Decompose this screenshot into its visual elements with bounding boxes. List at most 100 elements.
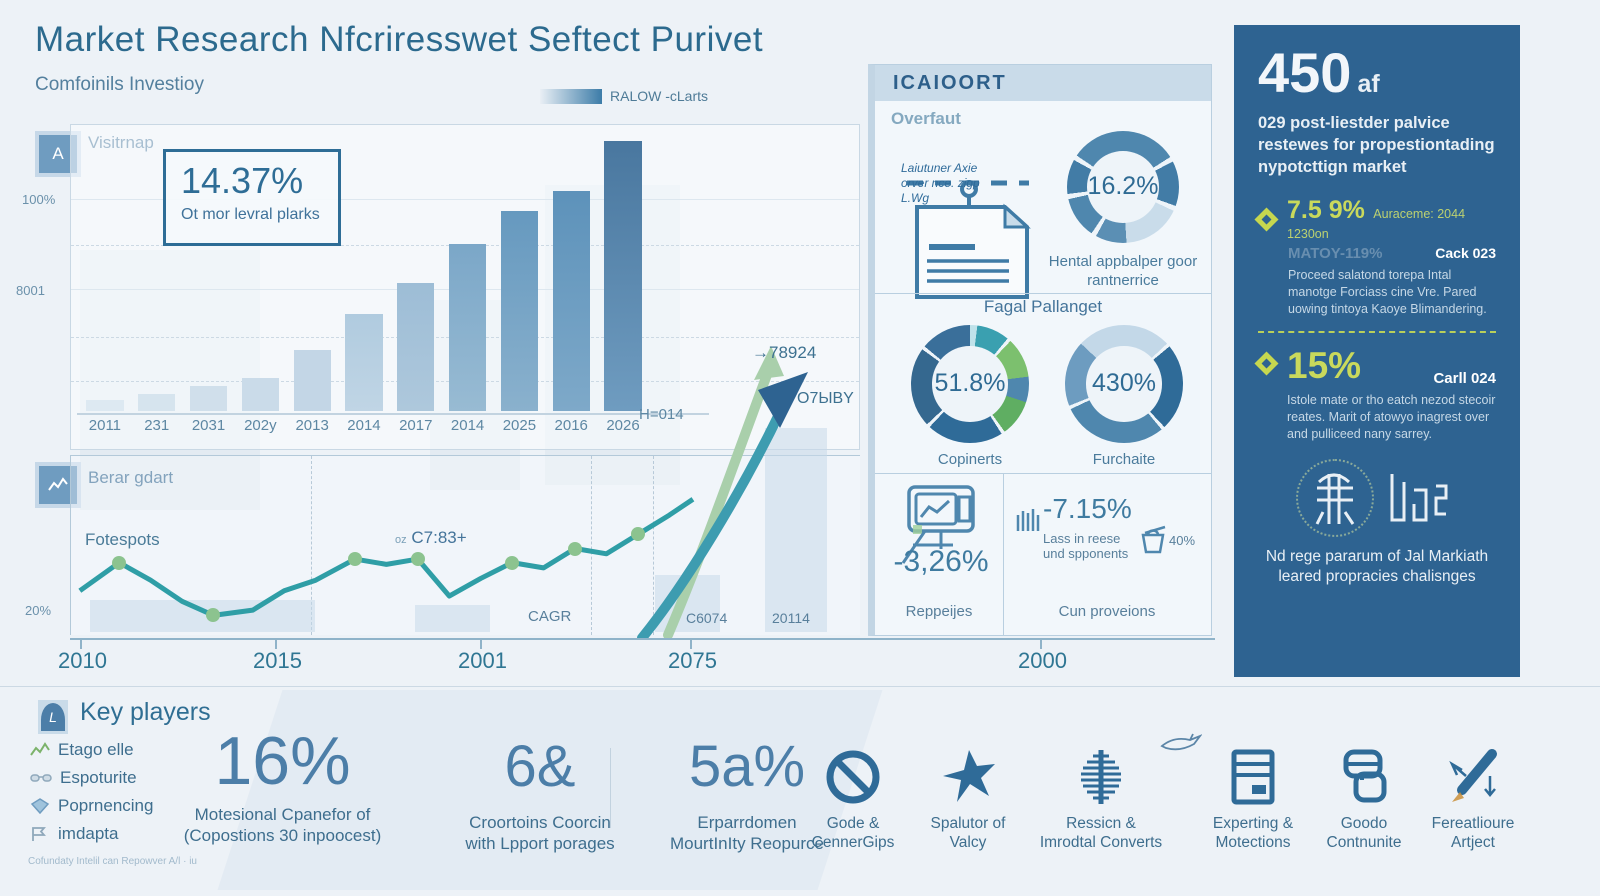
big-number-suffix: af [1357, 70, 1380, 98]
diamond-icon [1254, 207, 1279, 232]
arrow-caption-label: O7ЫBY [797, 390, 854, 407]
donut-furchaite-hole: 430% [1086, 346, 1162, 422]
bar-category-label: 2016 [554, 417, 588, 434]
big-stat-5a: 5a% Erparrdomen MourtInIty Reopurce [632, 733, 862, 855]
bar [604, 141, 642, 411]
stat-right-caption: Cun proveions [1058, 603, 1156, 620]
overview-subheader: Overfaut [891, 109, 961, 128]
bar-category-label: 2011 [88, 417, 122, 434]
line-data-point [630, 527, 645, 542]
bar-chart-annotation: H=014 [639, 406, 684, 423]
monitor-sketch-icon [901, 485, 975, 564]
donut-furchaite: 430% [1065, 325, 1183, 443]
stat1-ghost-row: MATOY-119% Cack 023 [1258, 245, 1496, 262]
key-player-label: Etago elle [58, 740, 134, 759]
bar [500, 210, 539, 411]
abstract-structure-icon [1315, 473, 1355, 525]
stat1-tag: Cack 023 [1435, 245, 1496, 262]
big-stat-caption: Erparrdomen MourtInIty Reopurce [669, 813, 824, 854]
axis-tick [480, 640, 482, 649]
line-chart-label: Berar gdart [88, 468, 174, 487]
bar [293, 349, 331, 411]
sidebar-big-number: 450 af [1258, 45, 1496, 101]
deco-bar [90, 600, 315, 632]
feature-label: Ressicn & Imrodtal Converts [1039, 815, 1163, 852]
bar-category-label: 202y [244, 417, 277, 434]
diamond-gem-icon [30, 798, 50, 814]
feature-item: Ressicn & Imrodtal Converts [1035, 740, 1167, 853]
callout-caption: Ot mor levral plarks [181, 206, 320, 223]
bar-chart-icon-letter: A [52, 144, 64, 163]
v-gridline [653, 456, 654, 635]
legend-label: RALOW -cLarts [610, 88, 709, 104]
feature-label: Fereatlioure Artject [1431, 815, 1515, 852]
big-stat-6: 6& Croortoins Coorcin with Lpport porage… [425, 733, 655, 855]
timeline-2000: 2000 [1018, 648, 1067, 673]
divider-vertical [610, 748, 611, 828]
overview-panel: ICAIOORT Overfaut Laiutuner Axie orver n… [868, 64, 1212, 636]
sidebar-intro: 029 post-liestder palvice restewes for p… [1258, 114, 1495, 176]
donut-furchaite-value: 430% [1092, 369, 1156, 398]
sidebar-mini-bar-chart [1286, 599, 1468, 691]
stat-left-caption: Reppeijes [905, 603, 973, 620]
callout-value: 14.37% [181, 160, 304, 201]
bar-category-label: 2017 [399, 417, 433, 434]
key-player-label: imdapta [58, 824, 119, 843]
plane-icon [902, 740, 1034, 814]
highlight-callout: 14.37% Ot mor levral plarks [163, 149, 341, 246]
axis-tick [1040, 640, 1042, 649]
stat1-body: Proceed salatond torepa Intal manotge Fo… [1288, 268, 1487, 317]
bar [345, 313, 383, 411]
stat-right-sub: Lass in reese und spponents [1043, 531, 1129, 561]
bars-glyph-icon [1016, 509, 1040, 531]
chart-icon [30, 742, 50, 756]
gridline [71, 199, 859, 200]
axis-tick [275, 640, 277, 649]
point-label: oz C7:83+ [395, 528, 467, 548]
medal-icon [1035, 740, 1167, 814]
line-data-point [410, 552, 425, 567]
stat1-ghost: MATOY-119% [1288, 245, 1383, 263]
line-data-point [347, 552, 362, 567]
line-data-point [112, 555, 127, 570]
donut-copinerts-hole: 51.8% [932, 346, 1008, 422]
arrow-value-label: →78924 [752, 343, 817, 362]
big-stat-caption: Motesional Cpanefor of (Copostions 30 in… [183, 805, 382, 846]
key-player-label: Espoturite [60, 768, 137, 787]
bar-category-label: 231 [144, 417, 170, 434]
donut-overview: 16.2% [1067, 131, 1179, 243]
server-icon [1187, 740, 1319, 814]
pen-icon [1407, 740, 1539, 814]
y-tick-20: 20% [25, 603, 52, 618]
y-tick-8001: 8001 [16, 283, 45, 298]
point-label-prefix: oz [395, 534, 407, 546]
bar-category-label: 2014 [450, 417, 485, 434]
stat2-tag: Carll 024 [1433, 369, 1496, 387]
stat-left-value: -3,26% [893, 545, 989, 578]
section-title: Fagal Pallanget [983, 297, 1103, 316]
donut-overview-hole: 16.2% [1087, 151, 1159, 223]
bar-category-label: 2025 [502, 417, 537, 434]
stat2-value: 15% [1287, 344, 1362, 386]
dashed-separator [1258, 330, 1496, 333]
donut-furchaite-caption: Furchaite [1092, 451, 1156, 468]
col-label-1: C6074 [686, 610, 728, 626]
v-gridline [311, 456, 312, 635]
donut-copinerts-value: 51.8% [934, 369, 1006, 398]
page-title: Market Research Nfcriresswet Seftect Pur… [35, 20, 764, 59]
sidebar-stat1-row: 7.5 9% Auraceme: 2044 1230on [1254, 196, 1496, 243]
stat1-value-line: 7.5 9% Auraceme: 2044 1230on [1287, 196, 1496, 243]
timeline-axis [70, 638, 1215, 640]
bird-icon [1160, 733, 1202, 751]
abstract-glyphs-icon [1390, 473, 1448, 522]
sidebar: 450 af 029 post-liestder palvice restewes… [1234, 25, 1520, 677]
stat1-value: 7.5 9% [1287, 196, 1365, 225]
stat1-note: Auraceme: 2044 1230on [1287, 207, 1466, 242]
dotted-circle [1296, 458, 1374, 537]
timeline-2015: 2015 [253, 648, 302, 673]
diamond-icon [1254, 351, 1279, 376]
cards-icon [1298, 740, 1430, 814]
line-chart-icon [35, 462, 81, 508]
feature-item: Experting & Motections [1187, 740, 1319, 853]
series-label: Fotespots [85, 530, 160, 549]
